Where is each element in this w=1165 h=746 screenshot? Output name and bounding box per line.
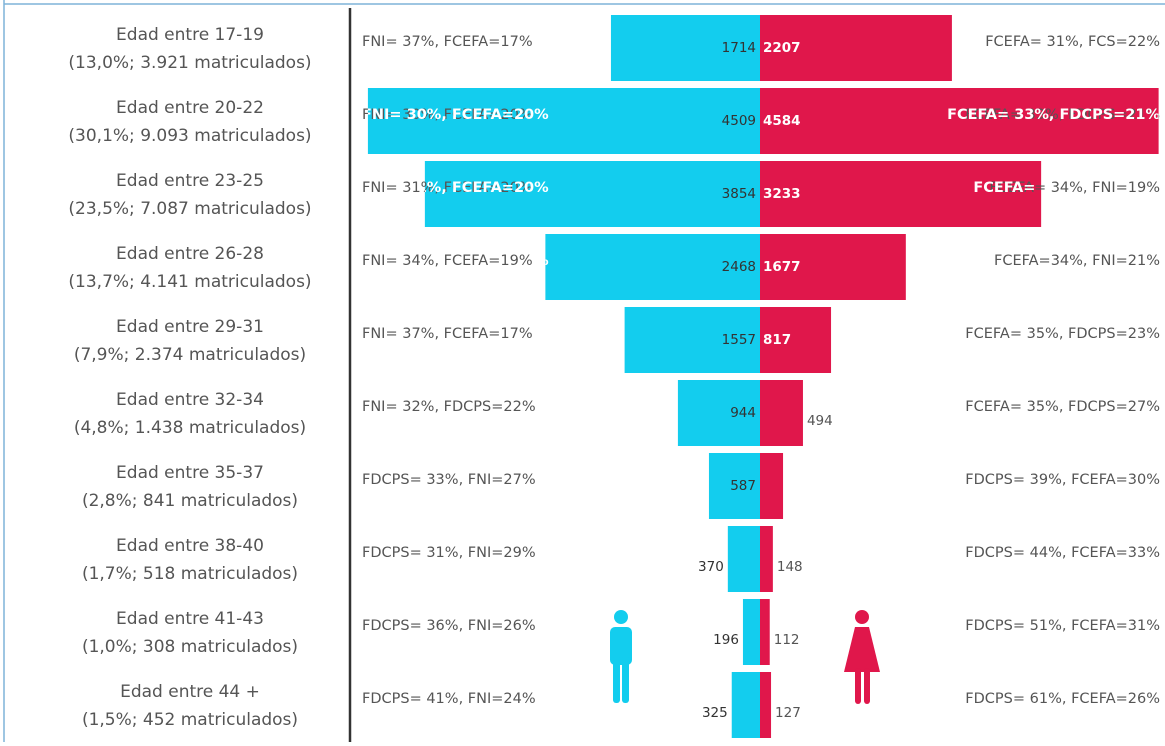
- category-label: Edad entre 26-28: [116, 244, 264, 264]
- note: FDCPS= 51%, FCEFA=31%: [965, 618, 1160, 634]
- note: FCEFA= 34%, FNI=19%: [989, 180, 1160, 196]
- bar: [760, 307, 832, 373]
- bar: [367, 88, 760, 154]
- bar: [424, 161, 760, 227]
- bar: [624, 307, 760, 373]
- note: FDCPS= 41%, FNI=24%: [362, 691, 536, 707]
- value-label: 3854: [722, 186, 756, 202]
- female-icon: [844, 610, 880, 704]
- category-label: Edad entre 38-40: [116, 536, 264, 556]
- note: FNI= 37%, FCEFA=17%: [362, 34, 533, 50]
- value-label: 325: [702, 705, 728, 721]
- bar: [708, 453, 760, 519]
- bar: [731, 672, 760, 738]
- bar: [677, 380, 760, 446]
- bar: [760, 234, 906, 300]
- note-on-bar: FNI= 34%, FCEFA=19%: [362, 253, 549, 269]
- bar: [760, 526, 773, 592]
- note: FNI= 30%, FCEFA=20%: [362, 107, 533, 123]
- bar: [610, 15, 760, 81]
- category-label: Edad entre 44 +: [120, 682, 260, 702]
- bar: [760, 453, 784, 519]
- bar: [760, 599, 770, 665]
- bar: [760, 380, 803, 446]
- value-label: 494: [807, 413, 833, 429]
- category-detail: (23,5%; 7.087 matriculados): [68, 199, 311, 219]
- bar: [545, 234, 760, 300]
- category-label: Edad entre 41-43: [116, 609, 264, 629]
- category-label: Edad entre 23-25: [116, 171, 264, 191]
- value-label: 196: [713, 632, 739, 648]
- note-on-bar: FNI= 31%, FCEFA=20%: [362, 180, 549, 196]
- value-label: 127: [775, 705, 801, 721]
- category-label: Edad entre 29-31: [116, 317, 264, 337]
- note: FDCPS= 36%, FNI=26%: [362, 618, 536, 634]
- value-label: 4509: [722, 113, 756, 129]
- category-label: Edad entre 20-22: [116, 98, 264, 118]
- note: FNI= 32%, FDCPS=22%: [362, 399, 536, 415]
- bar: [760, 672, 772, 738]
- category-detail: (1,7%; 518 matriculados): [82, 564, 298, 584]
- value-label: 2468: [722, 259, 756, 275]
- note: FNI= 31%, FCEFA=20%: [362, 180, 533, 196]
- value-label: 1677: [763, 259, 801, 275]
- note: FDCPS= 61%, FCEFA=26%: [965, 691, 1160, 707]
- note: FCEFA= 31%, FCS=22%: [985, 34, 1160, 50]
- category-detail: (1,5%; 452 matriculados): [82, 710, 298, 730]
- note-on-bar: FCEFA= 33%, FDCPS=21%: [947, 107, 1160, 123]
- note: FCEFA=34%, FNI=21%: [994, 253, 1160, 269]
- category-label: Edad entre 35-37: [116, 463, 264, 483]
- bar: [760, 161, 1042, 227]
- bar: [727, 526, 760, 592]
- category-detail: (13,7%; 4.141 matriculados): [68, 272, 311, 292]
- note: FNI= 34%, FCEFA=19%: [362, 253, 533, 269]
- value-label: 1557: [722, 332, 756, 348]
- value-label: 148: [777, 559, 803, 575]
- note: FCEFA= 33%, FDCPS=21%: [965, 107, 1160, 123]
- bar: [760, 88, 1159, 154]
- note: FDCPS= 44%, FCEFA=33%: [965, 545, 1160, 561]
- value-label: 3233: [763, 186, 801, 202]
- category-label: Edad entre 17-19: [116, 25, 264, 45]
- value-label: 944: [730, 405, 756, 421]
- value-label: 817: [763, 332, 791, 348]
- note: FDCPS= 39%, FCEFA=30%: [965, 472, 1160, 488]
- note: FNI= 37%, FCEFA=17%: [362, 326, 533, 342]
- note: FDCPS= 33%, FNI=27%: [362, 472, 536, 488]
- category-label: Edad entre 32-34: [116, 390, 264, 410]
- category-detail: (4,8%; 1.438 matriculados): [74, 418, 306, 438]
- value-label: 587: [730, 478, 756, 494]
- category-detail: (13,0%; 3.921 matriculados): [68, 53, 311, 73]
- value-label: 112: [774, 632, 800, 648]
- male-icon: [610, 610, 632, 703]
- category-detail: (2,8%; 841 matriculados): [82, 491, 298, 511]
- value-label: 370: [698, 559, 724, 575]
- note-on-bar: FNI= 30%, FCEFA=20%: [362, 107, 549, 123]
- value-label: 4584: [763, 113, 801, 129]
- note: FCEFA= 35%, FDCPS=27%: [965, 399, 1160, 415]
- bar: [760, 15, 952, 81]
- value-label: 1714: [722, 40, 756, 56]
- value-label: 2207: [763, 40, 801, 56]
- bar: [742, 599, 760, 665]
- note: FDCPS= 31%, FNI=29%: [362, 545, 536, 561]
- category-detail: (1,0%; 308 matriculados): [82, 637, 298, 657]
- note: FCEFA= 35%, FDCPS=23%: [965, 326, 1160, 342]
- note-on-bar: FCEFA= 34%, FNI=19%: [973, 180, 1160, 196]
- category-detail: (30,1%; 9.093 matriculados): [68, 126, 311, 146]
- category-detail: (7,9%; 2.374 matriculados): [74, 345, 306, 365]
